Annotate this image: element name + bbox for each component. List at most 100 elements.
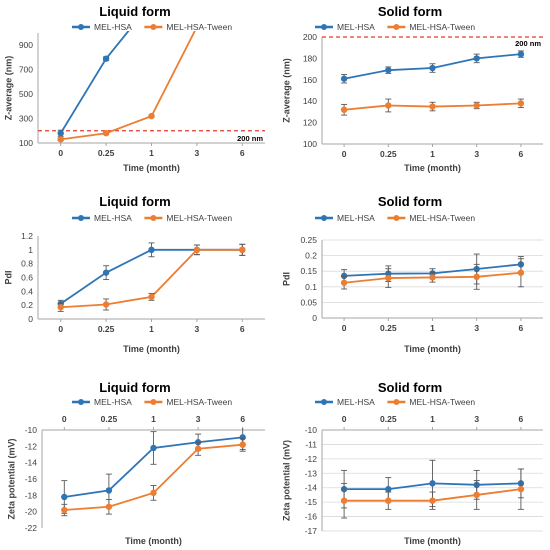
x-axis-title: Time (month) [125,536,182,546]
series-0 [57,31,130,137]
legend-marker [321,24,327,30]
data-point [61,493,68,501]
y-tick-label: -16 [25,474,38,484]
y-tick-label: 0.25 [300,235,317,245]
legend-marker [393,215,400,221]
y-tick-label: 900 [19,40,33,50]
legend-label: MEL-HSA-Tween [166,397,232,407]
y-tick-label: -11 [305,439,317,449]
data-point [385,274,392,282]
series-0 [61,428,246,514]
data-point [105,487,113,494]
chart-title: Solid form [378,4,442,19]
legend-label: MEL-HSA [94,397,132,407]
data-point [473,102,480,109]
x-tick-label: 6 [519,149,524,159]
legend-item-1: MEL-HSA-Tween [387,213,475,223]
legend-item-1: MEL-HSA-Tween [387,397,475,407]
data-point [193,246,201,254]
x-tick-label: 1 [430,149,435,159]
data-point [385,102,392,109]
legend-label: MEL-HSA-Tween [409,397,475,407]
x-axis-title: Time (month) [404,536,461,546]
y-axis-title: Zeta potential (mV) [6,438,16,519]
y-tick-label: 100 [303,139,317,149]
legend-item-0: MEL-HSA [72,213,132,223]
data-point [102,130,110,137]
reference-line-label: 200 nm [515,39,541,48]
data-point [194,445,202,452]
y-tick-label: -15 [305,497,318,507]
data-point [57,304,64,311]
data-point [148,293,155,301]
x-tick-label: 3 [196,414,201,424]
legend-label: MEL-HSA-Tween [409,213,475,223]
y-axis-title: Zeta potential (mV) [281,440,291,521]
plot-area [340,253,525,290]
data-point [340,272,348,280]
chart-title: Solid form [378,194,442,209]
chart-title: Liquid form [99,4,171,19]
series-1 [340,258,525,290]
x-tick-label: 0.25 [380,414,397,424]
data-point [429,64,436,72]
x-tick-label: 0 [58,148,63,158]
y-tick-label: 0 [28,314,33,324]
data-point [148,112,155,120]
data-point [429,103,436,110]
x-tick-label: 0 [342,323,347,333]
legend-item-1: MEL-HSA-Tween [144,397,232,407]
legend-item-0: MEL-HSA [315,397,375,407]
x-tick-label: 3 [195,148,200,158]
legend-label: MEL-HSA [337,213,375,223]
legend-marker [78,215,84,221]
x-tick-label: 6 [240,148,245,158]
chart-title: Liquid form [99,380,171,395]
x-tick-label: 3 [195,324,200,334]
y-tick-label: -10 [25,425,38,435]
chart-panel-0: Liquid form MEL-HSA MEL-HSA-Tween 100 300 500… [3,4,265,173]
data-point [57,136,64,143]
y-tick-label: 120 [303,118,317,128]
data-point [429,480,436,487]
data-point [148,246,155,254]
chart-title: Liquid form [99,194,171,209]
y-tick-label: 100 [19,138,33,148]
data-point [517,100,525,107]
plot-area [57,242,246,312]
data-point [385,66,392,74]
legend-marker [393,24,400,30]
y-tick-label: 0.1 [305,282,317,292]
legend-label: MEL-HSA [94,213,132,223]
x-tick-label: 1 [430,323,435,333]
y-tick-label: -10 [305,425,318,435]
legend-marker [150,24,157,30]
x-tick-label: 0.25 [101,414,118,424]
y-tick-label: 300 [19,114,33,124]
y-axis-title: PdI [281,272,291,286]
y-tick-label: 0.8 [21,259,33,269]
data-point [105,503,113,510]
data-point [517,50,525,58]
data-point [429,274,436,281]
data-point [340,106,348,113]
y-tick-label: -14 [25,458,38,468]
y-tick-label: 0.2 [305,251,317,261]
plot-area [340,50,525,116]
plot-area [57,31,196,143]
data-point [517,485,525,493]
x-tick-label: 0 [342,149,347,159]
data-point [61,506,68,514]
data-point [340,75,348,82]
data-point [385,485,392,493]
data-point [150,444,157,452]
y-tick-label: 0.05 [300,297,317,307]
legend-marker [393,399,400,405]
y-tick-label: 0.2 [21,300,33,310]
y-tick-label: -18 [25,490,38,500]
data-point [340,497,348,504]
legend-marker [321,215,327,221]
legend-marker [150,215,157,221]
